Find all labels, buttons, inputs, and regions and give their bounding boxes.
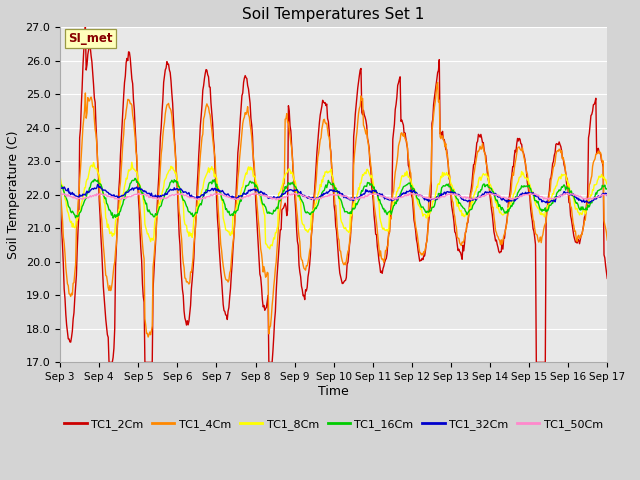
- TC1_4Cm: [554, 148, 561, 154]
- TC1_2Cm: [105, 360, 113, 365]
- TC1_16Cm: [147, 211, 154, 216]
- TC1_4Cm: [145, 334, 152, 340]
- TC1_4Cm: [518, 145, 526, 151]
- TC1_50Cm: [554, 194, 561, 200]
- TC1_8Cm: [56, 173, 64, 179]
- Line: TC1_2Cm: TC1_2Cm: [60, 27, 607, 362]
- TC1_16Cm: [518, 184, 526, 190]
- TC1_50Cm: [604, 192, 611, 198]
- TC1_32Cm: [203, 190, 211, 195]
- TC1_50Cm: [56, 192, 64, 198]
- TC1_4Cm: [72, 262, 79, 268]
- TC1_32Cm: [604, 192, 611, 198]
- Text: SI_met: SI_met: [68, 32, 113, 45]
- TC1_4Cm: [56, 179, 64, 185]
- Line: TC1_4Cm: TC1_4Cm: [60, 83, 607, 337]
- TC1_8Cm: [203, 171, 211, 177]
- TC1_2Cm: [72, 284, 79, 290]
- TC1_4Cm: [434, 80, 442, 85]
- TC1_8Cm: [146, 235, 154, 241]
- Line: TC1_16Cm: TC1_16Cm: [60, 178, 607, 218]
- TC1_32Cm: [72, 193, 79, 199]
- TC1_50Cm: [145, 195, 153, 201]
- TC1_32Cm: [56, 186, 64, 192]
- TC1_4Cm: [236, 156, 243, 162]
- TC1_8Cm: [72, 224, 79, 229]
- TC1_32Cm: [146, 191, 154, 197]
- TC1_2Cm: [147, 360, 154, 365]
- TC1_2Cm: [554, 142, 561, 147]
- TC1_50Cm: [273, 197, 280, 203]
- TC1_8Cm: [128, 159, 136, 165]
- TC1_8Cm: [266, 246, 273, 252]
- TC1_16Cm: [554, 189, 561, 195]
- TC1_50Cm: [72, 195, 79, 201]
- TC1_2Cm: [56, 187, 64, 193]
- TC1_50Cm: [202, 194, 210, 200]
- X-axis label: Time: Time: [318, 385, 349, 398]
- Line: TC1_8Cm: TC1_8Cm: [60, 162, 607, 249]
- TC1_50Cm: [235, 196, 243, 202]
- TC1_2Cm: [604, 276, 611, 281]
- Y-axis label: Soil Temperature (C): Soil Temperature (C): [7, 131, 20, 259]
- TC1_16Cm: [236, 196, 244, 202]
- TC1_16Cm: [109, 215, 117, 221]
- Line: TC1_50Cm: TC1_50Cm: [60, 193, 607, 200]
- TC1_2Cm: [81, 24, 89, 30]
- TC1_2Cm: [518, 148, 526, 154]
- TC1_50Cm: [252, 190, 260, 196]
- TC1_4Cm: [203, 101, 211, 107]
- TC1_16Cm: [131, 175, 139, 181]
- TC1_32Cm: [586, 200, 593, 206]
- TC1_8Cm: [554, 179, 561, 185]
- TC1_32Cm: [236, 193, 243, 199]
- TC1_32Cm: [553, 194, 561, 200]
- TC1_16Cm: [204, 186, 212, 192]
- TC1_16Cm: [604, 185, 611, 191]
- TC1_2Cm: [204, 72, 212, 78]
- TC1_8Cm: [604, 181, 611, 187]
- TC1_32Cm: [94, 181, 102, 187]
- TC1_4Cm: [146, 329, 154, 335]
- TC1_8Cm: [236, 195, 243, 201]
- TC1_32Cm: [518, 192, 525, 198]
- Legend: TC1_2Cm, TC1_4Cm, TC1_8Cm, TC1_16Cm, TC1_32Cm, TC1_50Cm: TC1_2Cm, TC1_4Cm, TC1_8Cm, TC1_16Cm, TC1…: [60, 415, 607, 434]
- TC1_16Cm: [72, 215, 79, 221]
- TC1_16Cm: [56, 180, 64, 186]
- TC1_8Cm: [518, 172, 526, 178]
- TC1_2Cm: [236, 116, 244, 121]
- TC1_50Cm: [518, 193, 526, 199]
- TC1_4Cm: [604, 237, 611, 243]
- Title: Soil Temperatures Set 1: Soil Temperatures Set 1: [243, 7, 425, 22]
- Line: TC1_32Cm: TC1_32Cm: [60, 184, 607, 203]
